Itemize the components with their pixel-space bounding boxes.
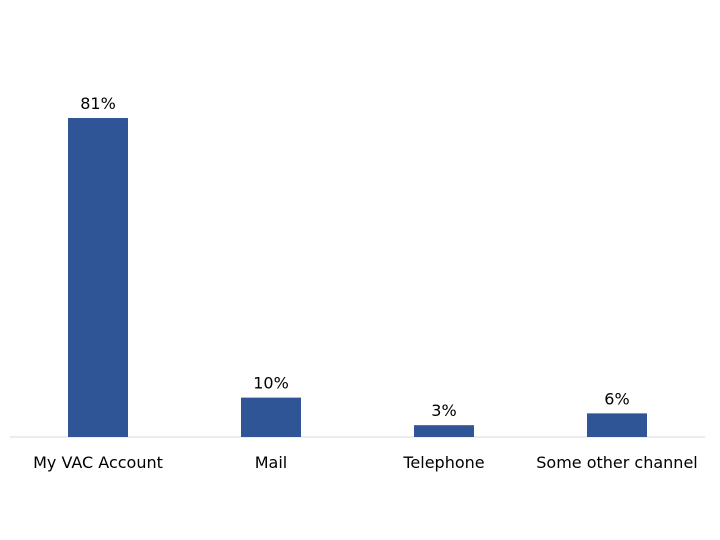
- category-label: Telephone: [402, 453, 484, 472]
- bar-0: [68, 118, 128, 437]
- bar-3: [587, 413, 647, 437]
- data-label: 81%: [80, 94, 116, 113]
- bar-1: [241, 397, 301, 437]
- data-label: 10%: [253, 374, 289, 393]
- data-label: 6%: [604, 389, 629, 408]
- category-label: Some other channel: [536, 453, 697, 472]
- data-label: 3%: [431, 401, 456, 420]
- bar-2: [414, 425, 474, 437]
- category-label: Mail: [255, 453, 288, 472]
- category-label: My VAC Account: [33, 453, 163, 472]
